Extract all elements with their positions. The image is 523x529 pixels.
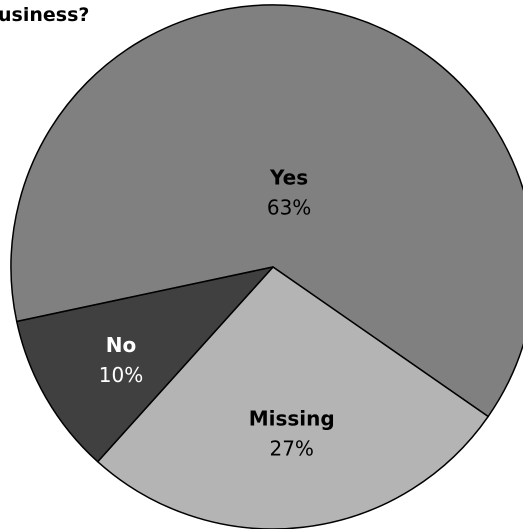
slice-percent-no: 10% xyxy=(99,363,143,387)
slice-percent-missing: 27% xyxy=(269,436,313,460)
slice-label-no: No xyxy=(106,333,136,357)
slice-label-yes: Yes xyxy=(269,165,308,189)
pie-slice-missing xyxy=(96,266,489,529)
chart-title: usiness? xyxy=(0,4,89,26)
pie-slice-yes xyxy=(10,4,523,418)
slice-label-missing: Missing xyxy=(249,406,335,430)
slice-percent-yes: 63% xyxy=(267,195,311,219)
pie-slice-no xyxy=(15,266,274,463)
